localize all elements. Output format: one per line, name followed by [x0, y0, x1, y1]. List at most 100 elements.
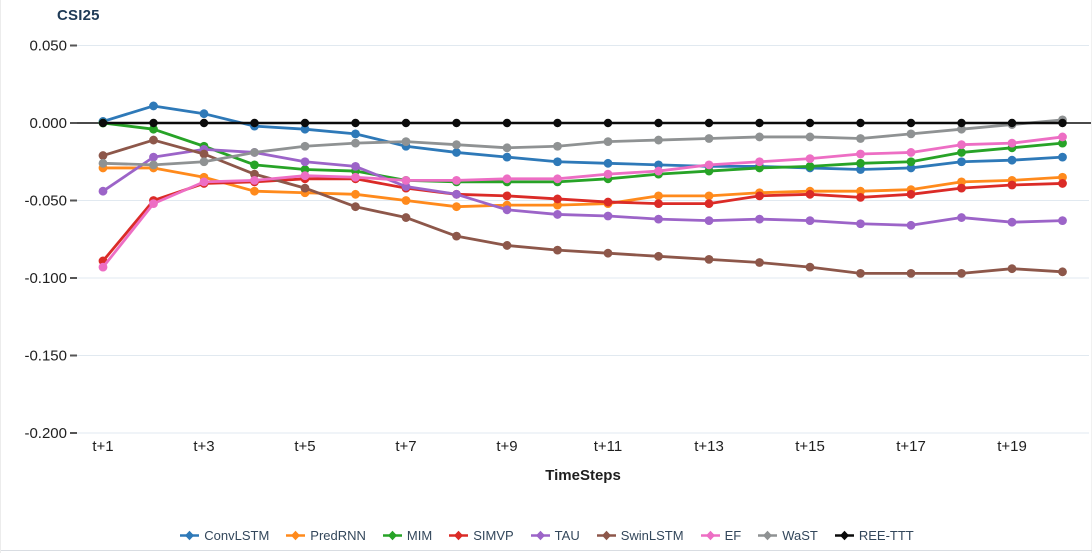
series-line — [102, 104, 1063, 171]
data-point — [1058, 138, 1067, 148]
data-point — [755, 214, 764, 224]
x-tick-label: t+1 — [92, 438, 113, 455]
data-point — [98, 186, 108, 196]
data-point — [199, 118, 209, 128]
data-point — [805, 162, 815, 171]
data-point — [149, 199, 158, 209]
data-point — [957, 183, 966, 193]
legend-label: SwinLSTM — [620, 528, 684, 543]
data-point — [452, 175, 461, 185]
data-point — [856, 149, 865, 159]
data-point — [1058, 216, 1067, 226]
series-line — [102, 121, 1063, 184]
data-point — [502, 174, 512, 184]
data-point — [906, 268, 916, 278]
x-axis-title: TimeSteps — [545, 467, 621, 484]
data-point — [1058, 267, 1067, 277]
data-point — [452, 148, 461, 157]
data-point — [401, 137, 411, 147]
data-point — [351, 118, 360, 128]
legend-series-marker-icon — [530, 530, 550, 541]
legend-label: MIM — [406, 528, 433, 543]
chart-title: CSI25 — [57, 7, 100, 24]
data-point — [1058, 179, 1067, 188]
x-tick-label: t+11 — [594, 438, 623, 455]
data-point — [603, 137, 613, 147]
data-point — [300, 118, 310, 128]
data-point — [603, 118, 613, 128]
legend-series-marker-icon — [834, 530, 854, 541]
data-point — [755, 191, 764, 201]
data-point — [654, 199, 663, 209]
legend-item-convlstm[interactable]: ConvLSTM — [180, 528, 269, 543]
data-point — [805, 216, 815, 226]
data-point — [401, 213, 411, 222]
data-point — [856, 165, 865, 174]
y-tick-label: 0.000 — [29, 115, 67, 132]
data-point — [805, 262, 815, 272]
legend-item-predrnn[interactable]: PredRNN — [286, 528, 366, 543]
data-point — [149, 124, 158, 134]
data-point — [149, 118, 158, 128]
data-point — [553, 210, 562, 219]
gridlines — [77, 45, 1089, 434]
legend-item-mim[interactable]: MIM — [382, 528, 433, 543]
data-point — [1058, 152, 1067, 162]
legend-label: PredRNN — [310, 528, 366, 543]
data-point — [603, 248, 613, 258]
data-point — [502, 241, 512, 250]
legend-item-swinlstm[interactable]: SwinLSTM — [596, 528, 684, 543]
x-tick-label: t+5 — [294, 438, 315, 455]
legend-label: EF — [724, 528, 742, 543]
data-point — [755, 157, 764, 167]
legend-item-simvp[interactable]: SIMVP — [449, 528, 514, 543]
data-point — [755, 132, 764, 142]
y-axis-ticks: 0.050 0.000 -0.050 -0.100 -0.150 -0.200 — [24, 38, 77, 442]
x-tick-label: t+13 — [694, 438, 724, 455]
data-point — [704, 160, 714, 170]
y-tick-label: 0.050 — [29, 38, 67, 55]
series-ConvLSTM — [98, 101, 1067, 174]
series-line — [101, 135, 1063, 269]
data-point — [856, 219, 865, 229]
window-bottom-edge — [1, 550, 1092, 551]
series-SwinLSTM — [98, 135, 1067, 278]
line-chart-canvas: 0.050 0.000 -0.050 -0.100 -0.150 -0.200 t+1 t+3… — [24, 38, 1091, 455]
legend-series-marker-icon — [180, 530, 200, 541]
x-tick-label: t+7 — [395, 438, 416, 455]
legend-series-marker-icon — [286, 530, 306, 541]
data-point — [553, 194, 562, 204]
legend-label: SIMVP — [473, 528, 514, 543]
legend-item-ef[interactable]: EF — [700, 528, 742, 543]
data-point — [603, 169, 613, 179]
data-point — [250, 175, 259, 185]
data-point — [452, 231, 461, 241]
legend-item-tau[interactable]: TAU — [530, 528, 580, 543]
data-point — [957, 177, 966, 187]
data-point — [149, 135, 158, 145]
data-point — [452, 189, 461, 199]
data-point — [906, 163, 916, 173]
legend-series-marker-icon — [700, 530, 720, 541]
legend-item-ree-ttt[interactable]: REE-TTT — [834, 528, 914, 543]
data-point — [755, 163, 764, 173]
data-point — [98, 151, 108, 160]
data-point — [906, 118, 916, 128]
data-point — [452, 140, 461, 150]
data-point — [553, 157, 562, 167]
series-line — [102, 147, 1063, 227]
data-point — [502, 118, 512, 128]
data-point — [553, 245, 562, 255]
data-point — [805, 154, 815, 164]
series-line — [102, 138, 1063, 275]
legend-item-wast[interactable]: WaST — [758, 528, 818, 543]
data-point — [1007, 155, 1017, 165]
data-point — [199, 149, 209, 159]
data-point — [553, 174, 562, 184]
data-point — [957, 118, 966, 128]
x-axis-ticks: t+1 t+3 t+5 t+7 t+9 t+11 t+13 t+15 t+17 t+19 — [92, 438, 1026, 455]
data-point — [502, 143, 512, 153]
data-point — [502, 152, 512, 162]
data-point — [654, 160, 663, 170]
